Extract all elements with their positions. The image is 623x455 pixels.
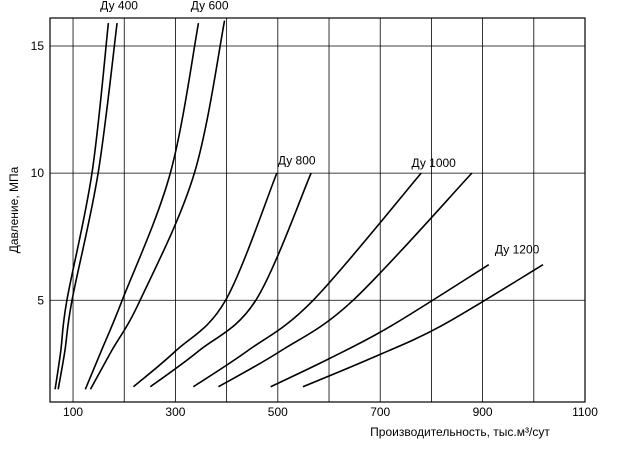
plot-frame [49, 17, 586, 403]
curve [89, 20, 226, 390]
curve [270, 263, 490, 388]
x-tick-label: 700 [370, 405, 390, 419]
curve [57, 22, 118, 390]
x-tick-label: 500 [268, 405, 288, 419]
curve [302, 263, 544, 388]
curve [54, 22, 110, 390]
y-axis-label: Давление, МПа [7, 166, 21, 253]
x-tick-label: 100 [63, 405, 83, 419]
curve [149, 172, 312, 388]
y-tick-label: 15 [31, 39, 45, 53]
y-tick-label: 10 [31, 166, 45, 180]
curve-label: Ду 600 [191, 0, 229, 12]
x-axis-label: Производительность, тыс.м³/сут [370, 425, 550, 439]
y-tick-label: 5 [37, 293, 44, 307]
x-tick-label: 1100 [572, 405, 598, 419]
curve-label: Ду 1200 [495, 242, 540, 256]
curve-label: Ду 400 [100, 0, 138, 12]
curve-label: Ду 800 [278, 153, 316, 167]
curve [218, 172, 473, 388]
curve [192, 172, 422, 388]
curve-label: Ду 1000 [411, 156, 456, 170]
x-tick-label: 900 [473, 405, 493, 419]
curve [132, 172, 278, 388]
curve [84, 22, 200, 390]
x-tick-label: 300 [165, 405, 185, 419]
